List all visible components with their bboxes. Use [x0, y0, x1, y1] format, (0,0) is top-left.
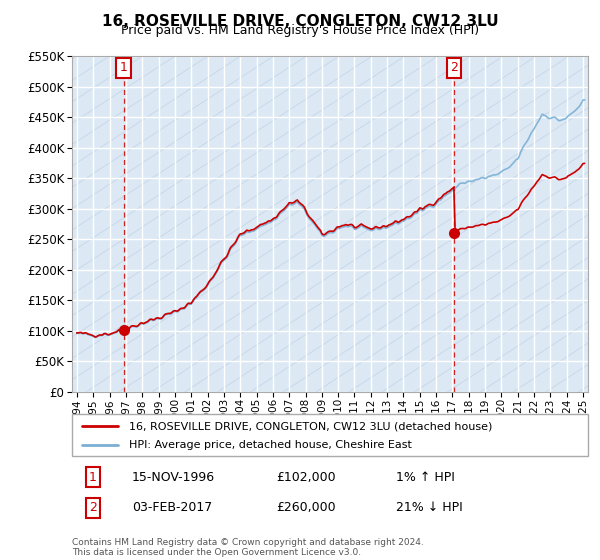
Text: Price paid vs. HM Land Registry's House Price Index (HPI): Price paid vs. HM Land Registry's House … [121, 24, 479, 37]
Text: 03-FEB-2017: 03-FEB-2017 [132, 501, 212, 515]
Text: 2: 2 [89, 501, 97, 515]
Text: HPI: Average price, detached house, Cheshire East: HPI: Average price, detached house, Ches… [129, 440, 412, 450]
Text: £102,000: £102,000 [276, 470, 335, 484]
Text: 2: 2 [450, 61, 458, 74]
Text: £260,000: £260,000 [276, 501, 335, 515]
Text: 16, ROSEVILLE DRIVE, CONGLETON, CW12 3LU (detached house): 16, ROSEVILLE DRIVE, CONGLETON, CW12 3LU… [129, 421, 492, 431]
Text: 16, ROSEVILLE DRIVE, CONGLETON, CW12 3LU: 16, ROSEVILLE DRIVE, CONGLETON, CW12 3LU [101, 14, 499, 29]
Text: 1: 1 [120, 61, 128, 74]
Text: 15-NOV-1996: 15-NOV-1996 [132, 470, 215, 484]
Text: 1: 1 [89, 470, 97, 484]
Text: 21% ↓ HPI: 21% ↓ HPI [396, 501, 463, 515]
Text: Contains HM Land Registry data © Crown copyright and database right 2024.
This d: Contains HM Land Registry data © Crown c… [72, 538, 424, 557]
Text: 1% ↑ HPI: 1% ↑ HPI [396, 470, 455, 484]
